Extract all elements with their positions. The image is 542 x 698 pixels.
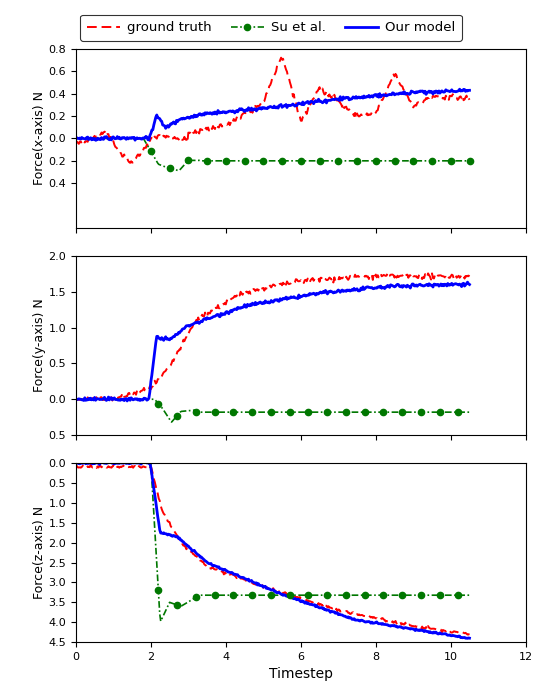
Legend: ground truth, Su et al., Our model: ground truth, Su et al., Our model — [80, 15, 462, 41]
Y-axis label: Force(x-axis) N: Force(x-axis) N — [33, 91, 46, 186]
Y-axis label: Force(z-axis) N: Force(z-axis) N — [33, 506, 46, 599]
Y-axis label: Force(y-axis) N: Force(y-axis) N — [33, 299, 46, 392]
X-axis label: Timestep: Timestep — [269, 667, 333, 681]
